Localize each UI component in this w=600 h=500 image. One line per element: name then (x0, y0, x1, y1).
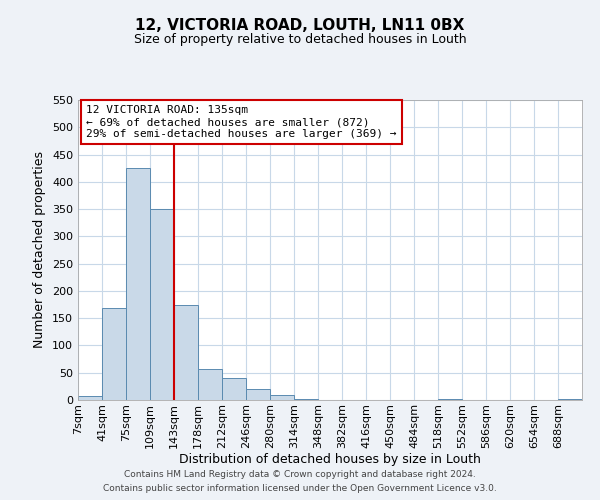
Text: Size of property relative to detached houses in Louth: Size of property relative to detached ho… (134, 34, 466, 46)
Bar (198, 370, 222, 400)
Bar (126, 168, 150, 400)
Bar (78, 396, 102, 400)
Text: Contains HM Land Registry data © Crown copyright and database right 2024.: Contains HM Land Registry data © Crown c… (124, 470, 476, 479)
Bar (150, 209, 174, 400)
Bar (246, 389, 270, 400)
Bar (102, 308, 126, 400)
Bar (222, 378, 246, 400)
Y-axis label: Number of detached properties: Number of detached properties (34, 152, 46, 348)
Text: 12 VICTORIA ROAD: 135sqm
← 69% of detached houses are smaller (872)
29% of semi-: 12 VICTORIA ROAD: 135sqm ← 69% of detach… (86, 106, 397, 138)
Text: 12, VICTORIA ROAD, LOUTH, LN11 0BX: 12, VICTORIA ROAD, LOUTH, LN11 0BX (136, 18, 464, 32)
Text: Contains public sector information licensed under the Open Government Licence v3: Contains public sector information licen… (103, 484, 497, 493)
Bar (270, 394, 294, 400)
Bar (294, 399, 318, 400)
X-axis label: Distribution of detached houses by size in Louth: Distribution of detached houses by size … (179, 454, 481, 466)
Bar (174, 304, 198, 400)
